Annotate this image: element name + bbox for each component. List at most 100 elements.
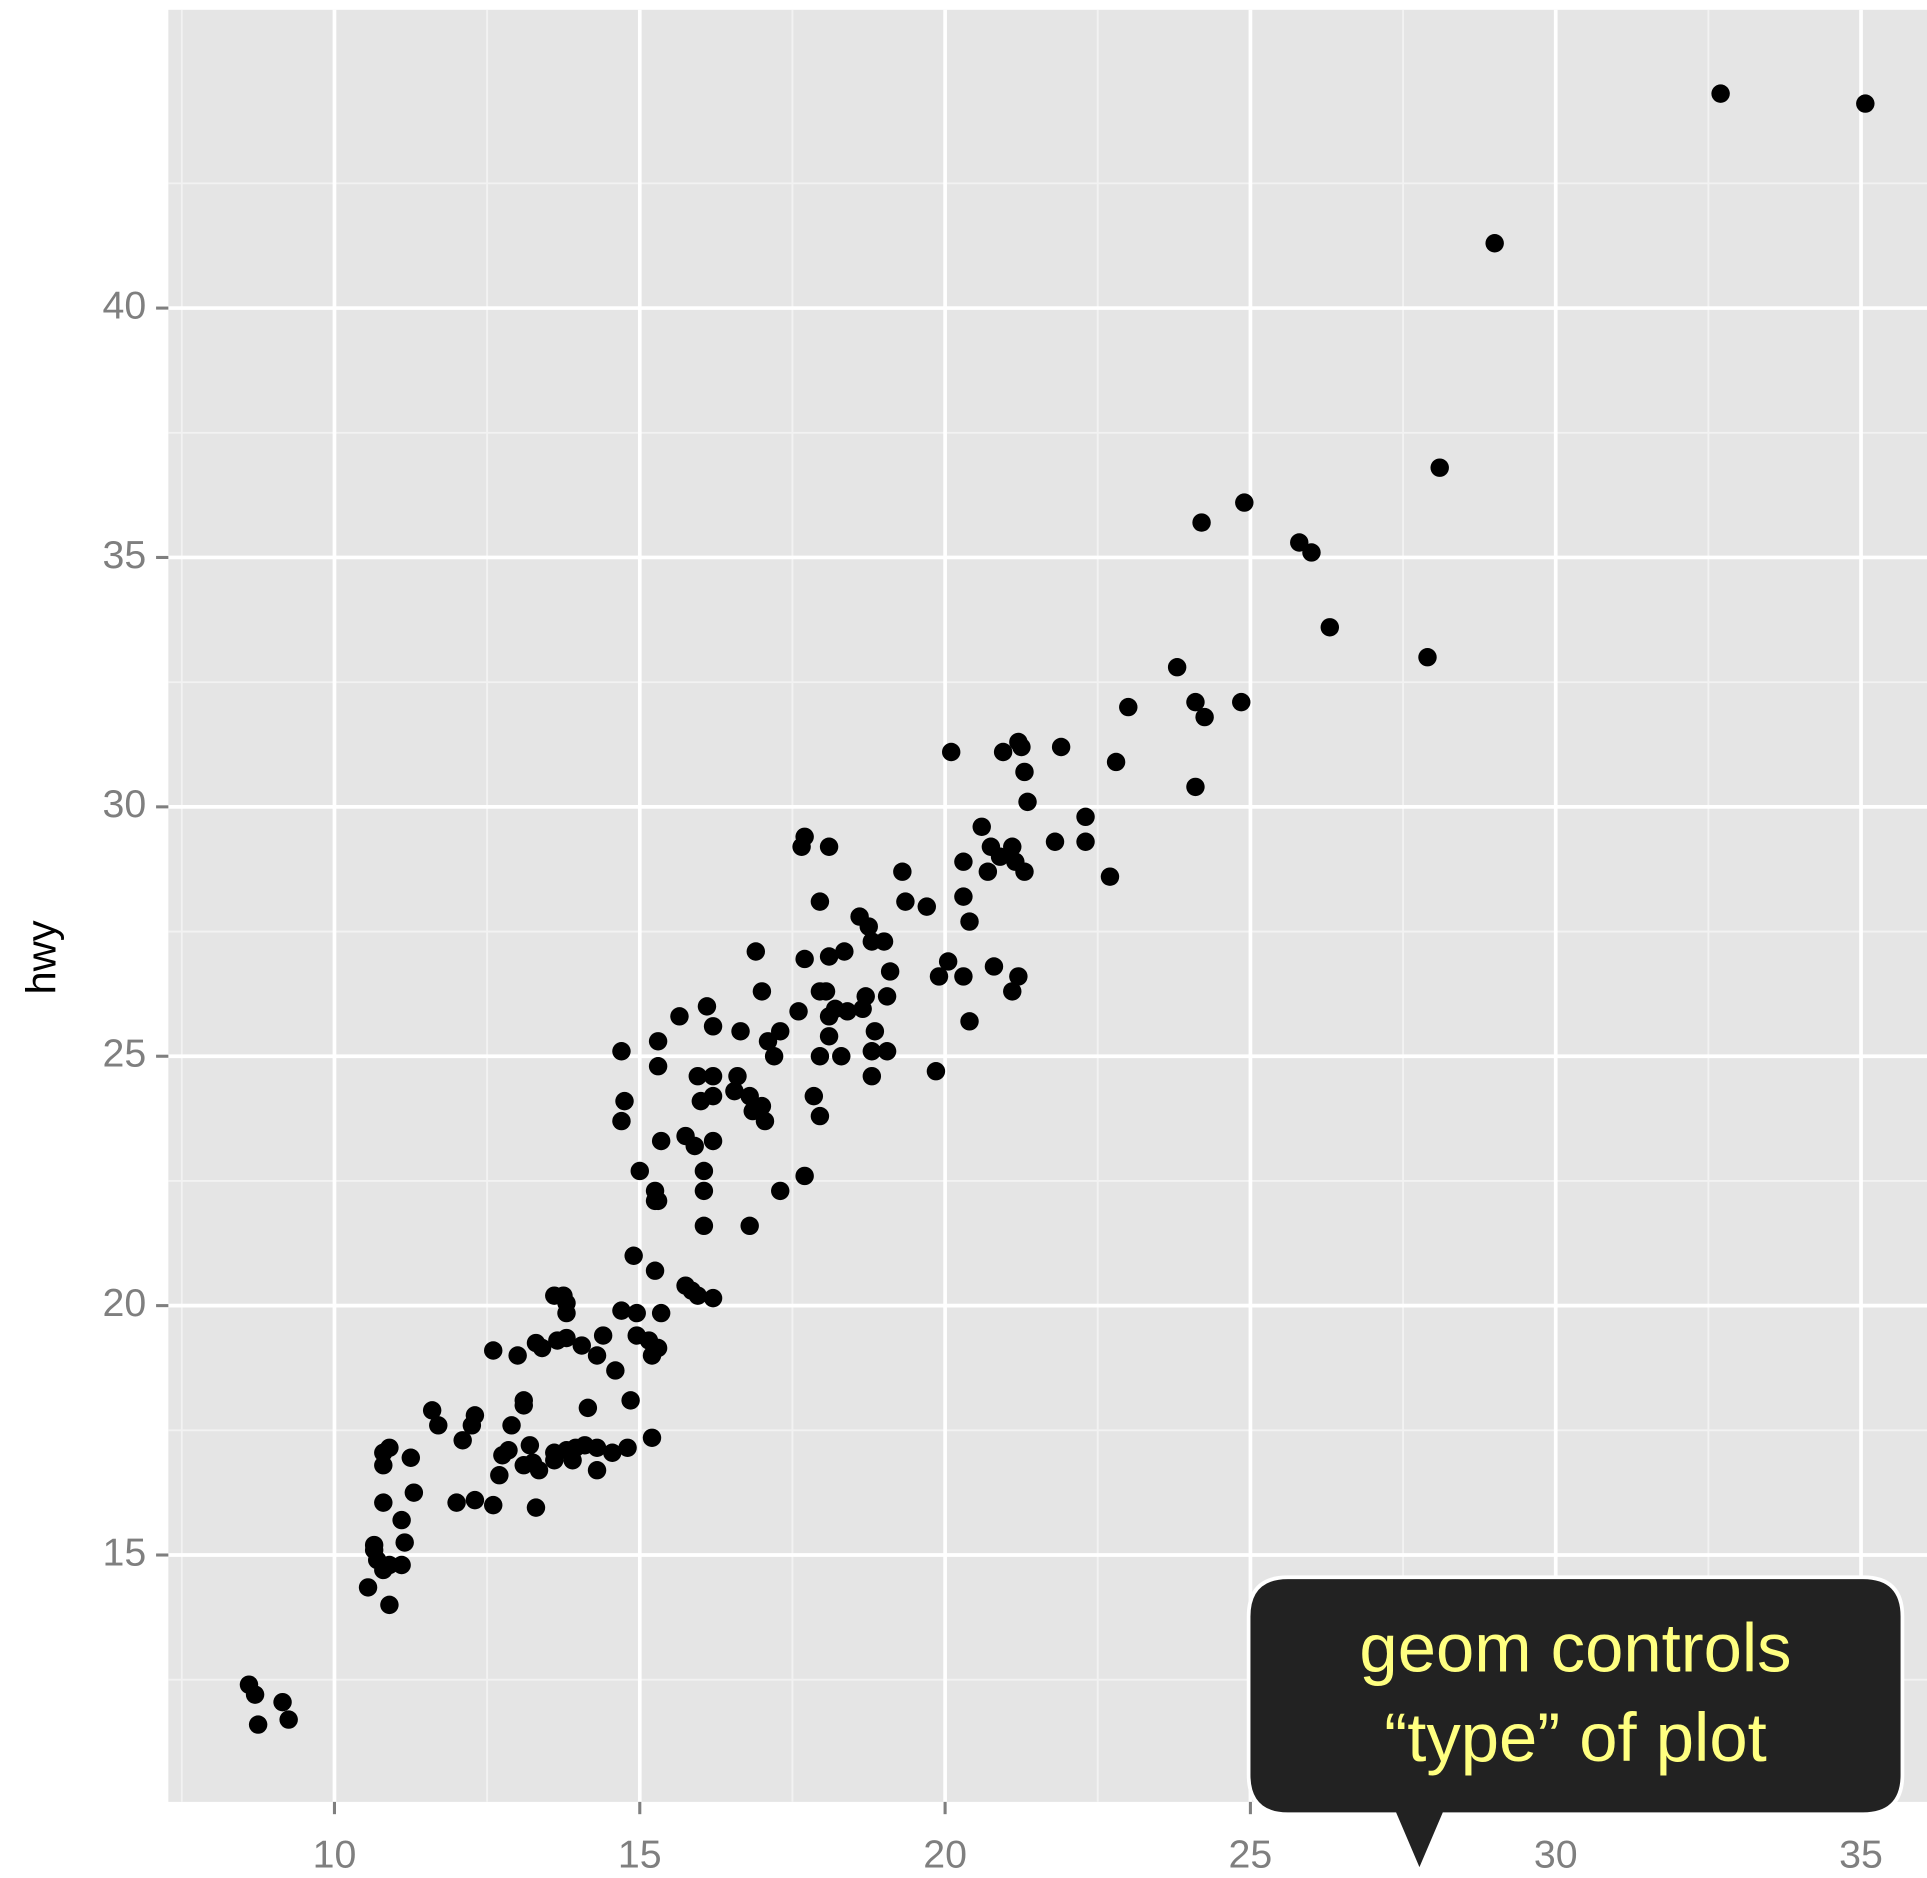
point	[731, 1022, 750, 1041]
point	[557, 1303, 576, 1323]
point	[835, 942, 854, 961]
point	[380, 1595, 399, 1615]
point	[740, 1086, 759, 1106]
point	[618, 1438, 637, 1457]
point	[804, 1086, 824, 1106]
point	[273, 1692, 292, 1712]
point	[670, 1007, 689, 1026]
point	[1100, 867, 1120, 886]
point	[645, 1261, 665, 1280]
point	[612, 1042, 631, 1061]
x-tick-label: 30	[1534, 1833, 1578, 1877]
point	[917, 897, 936, 916]
x-tick-label: 20	[923, 1833, 967, 1877]
point	[694, 1216, 714, 1236]
annotation-line: “type” of plot	[1384, 1699, 1766, 1776]
point	[248, 1715, 268, 1734]
point	[395, 1533, 414, 1552]
point	[758, 1032, 778, 1051]
point	[358, 1578, 378, 1597]
point	[816, 982, 836, 1001]
x-tick-label: 10	[313, 1833, 357, 1877]
point	[642, 1428, 662, 1448]
point	[1232, 692, 1251, 712]
y-axis-label: hwy	[17, 920, 64, 994]
point	[926, 1061, 946, 1081]
point	[593, 1326, 613, 1345]
point	[960, 1012, 979, 1031]
point	[545, 1451, 564, 1470]
point	[502, 1416, 521, 1435]
point	[645, 1191, 665, 1211]
point	[960, 912, 979, 931]
point	[691, 1091, 711, 1111]
point	[493, 1446, 512, 1465]
point	[374, 1456, 393, 1475]
point	[832, 1047, 851, 1066]
point	[587, 1461, 607, 1480]
point	[392, 1510, 411, 1530]
point	[893, 862, 912, 881]
point	[984, 957, 1004, 976]
point	[792, 837, 811, 856]
point	[429, 1416, 448, 1435]
point	[755, 1111, 775, 1131]
point	[978, 862, 998, 881]
point	[484, 1341, 503, 1360]
point	[954, 967, 973, 986]
point	[279, 1710, 298, 1729]
y-tick-label: 30	[103, 782, 147, 826]
point	[1235, 493, 1254, 512]
point	[752, 982, 772, 1001]
point	[1003, 982, 1022, 1001]
point	[578, 1398, 598, 1418]
point	[825, 999, 845, 1019]
point	[740, 1216, 759, 1236]
point	[694, 1161, 714, 1181]
axes: 10 15 20 25 30 35 15 20 25 30 35 40	[103, 283, 1883, 1876]
annotation: geom controls “type” of plot	[1246, 1575, 1905, 1877]
point	[603, 1443, 622, 1462]
point	[896, 892, 915, 911]
point	[1418, 648, 1437, 667]
point	[453, 1431, 472, 1450]
point	[563, 1451, 582, 1470]
point	[572, 1336, 591, 1355]
point	[938, 952, 958, 971]
point	[612, 1111, 631, 1131]
point	[697, 997, 717, 1016]
point	[612, 1301, 631, 1320]
point	[1076, 832, 1095, 851]
point	[1290, 533, 1309, 552]
point	[1106, 752, 1126, 772]
point	[1119, 697, 1138, 717]
point	[685, 1136, 704, 1156]
point	[529, 1461, 549, 1480]
point	[1003, 837, 1022, 856]
point	[422, 1401, 442, 1420]
point	[526, 1498, 546, 1517]
point	[615, 1091, 634, 1111]
point	[694, 1181, 714, 1201]
point	[587, 1438, 607, 1457]
point	[789, 1002, 808, 1021]
point	[627, 1303, 646, 1323]
point	[819, 837, 839, 856]
x-tick-label: 35	[1839, 1833, 1883, 1877]
point	[703, 1288, 723, 1308]
point	[862, 1066, 882, 1086]
point	[624, 1246, 643, 1265]
point	[1192, 513, 1211, 532]
point	[703, 1017, 723, 1036]
point	[447, 1493, 466, 1512]
point	[1430, 458, 1449, 477]
point	[993, 742, 1013, 762]
point	[514, 1456, 533, 1475]
point	[880, 962, 900, 981]
point	[1076, 807, 1095, 827]
point	[972, 817, 991, 837]
point	[401, 1448, 421, 1467]
point	[642, 1346, 662, 1365]
